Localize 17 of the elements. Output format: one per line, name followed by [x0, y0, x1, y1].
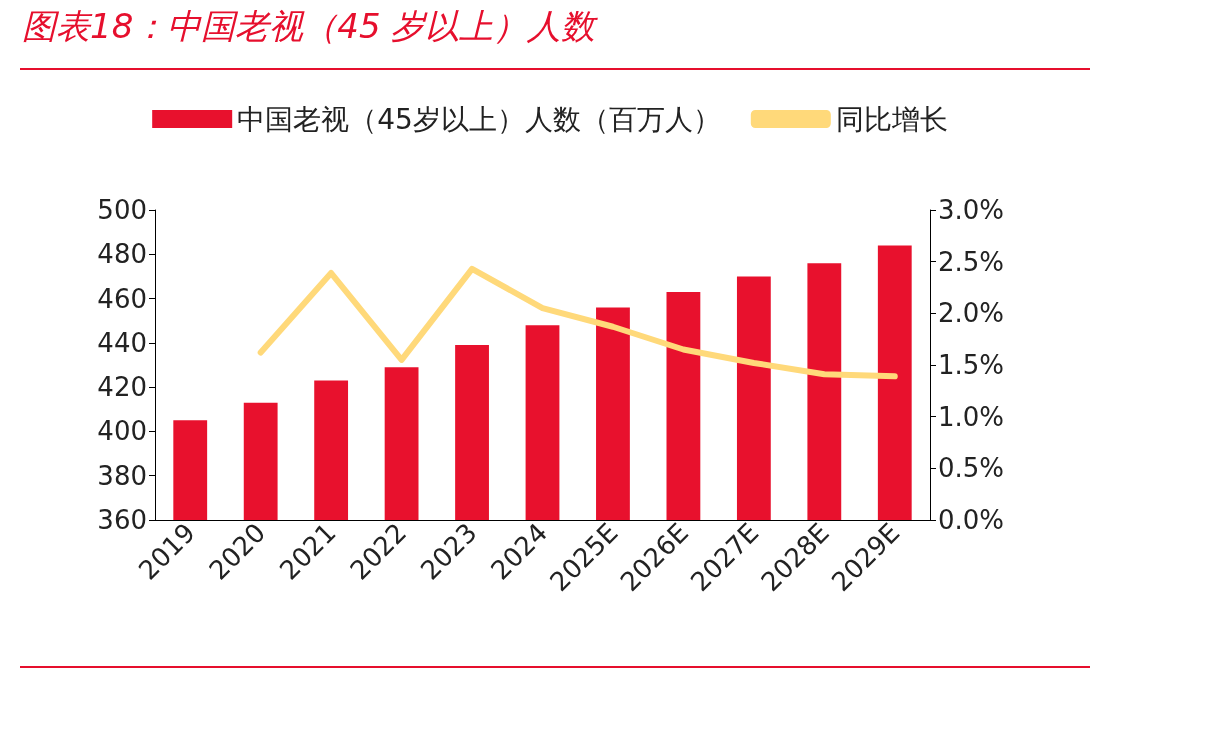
y2-tick-label: 3.0%: [938, 195, 1005, 225]
y-tick-label: 400: [97, 416, 147, 447]
y-tick-label: 500: [97, 195, 147, 225]
y2-tick-label: 2.5%: [938, 246, 1005, 277]
y-tick-label: 420: [97, 372, 147, 403]
y-tick-label: 440: [97, 327, 147, 358]
y2-tick-label: 0.0%: [938, 505, 1005, 535]
legend-label: 中国老视（45岁以上）人数（百万人）: [237, 102, 721, 136]
y2-tick-label: 0.5%: [938, 453, 1005, 484]
y-tick-label: 380: [97, 460, 147, 491]
y-tick-label: 460: [97, 283, 147, 314]
y-tick-label: 480: [97, 239, 147, 270]
legend-label: 同比增长: [835, 102, 948, 136]
y2-tick-label: 1.0%: [938, 401, 1005, 432]
chart-title: 图表18：中国老视（45 岁以上）人数: [22, 5, 596, 48]
y2-tick-label: 2.0%: [938, 298, 1005, 329]
y2-tick-label: 1.5%: [938, 350, 1005, 380]
